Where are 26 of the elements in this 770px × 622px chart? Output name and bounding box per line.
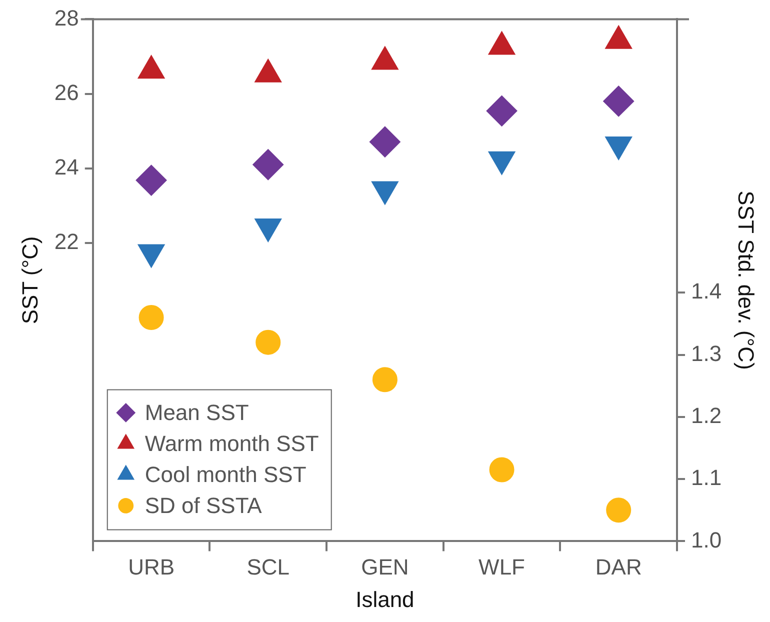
point [372,367,398,392]
point [256,330,281,355]
y2-tick-label: 1.1 [691,465,722,490]
x-tick-label: GEN [361,554,409,580]
x-tick-label: DAR [595,554,642,580]
point [606,498,632,523]
y2-tick-label: 1.3 [691,340,722,366]
x-tick-label: SCL [246,554,290,580]
x-tick-label: WLF [478,554,525,580]
y2-axis-title: SST Std. dev. (°C) [734,190,759,370]
y-tick-label: 22 [54,228,79,254]
y-tick-label: 26 [54,80,79,105]
x-axis-title: Island [356,586,414,612]
point [489,457,514,482]
y-tick-label: 28 [54,5,79,30]
y2-tick-label: 1.4 [691,278,722,304]
y-tick-label: 24 [54,154,79,180]
y2-tick-label: 1.0 [691,527,722,552]
x-tick-label: URB [128,554,175,580]
legend-label: Mean SST [144,400,249,425]
y2-tick-label: 1.2 [691,402,722,428]
legend-label: Cool month SST [144,462,306,487]
y-axis-title: SST (°C) [17,236,42,324]
legend-label: SD of SSTA [144,492,262,518]
point [138,304,164,330]
legend-label: Warm month SST [144,430,319,456]
